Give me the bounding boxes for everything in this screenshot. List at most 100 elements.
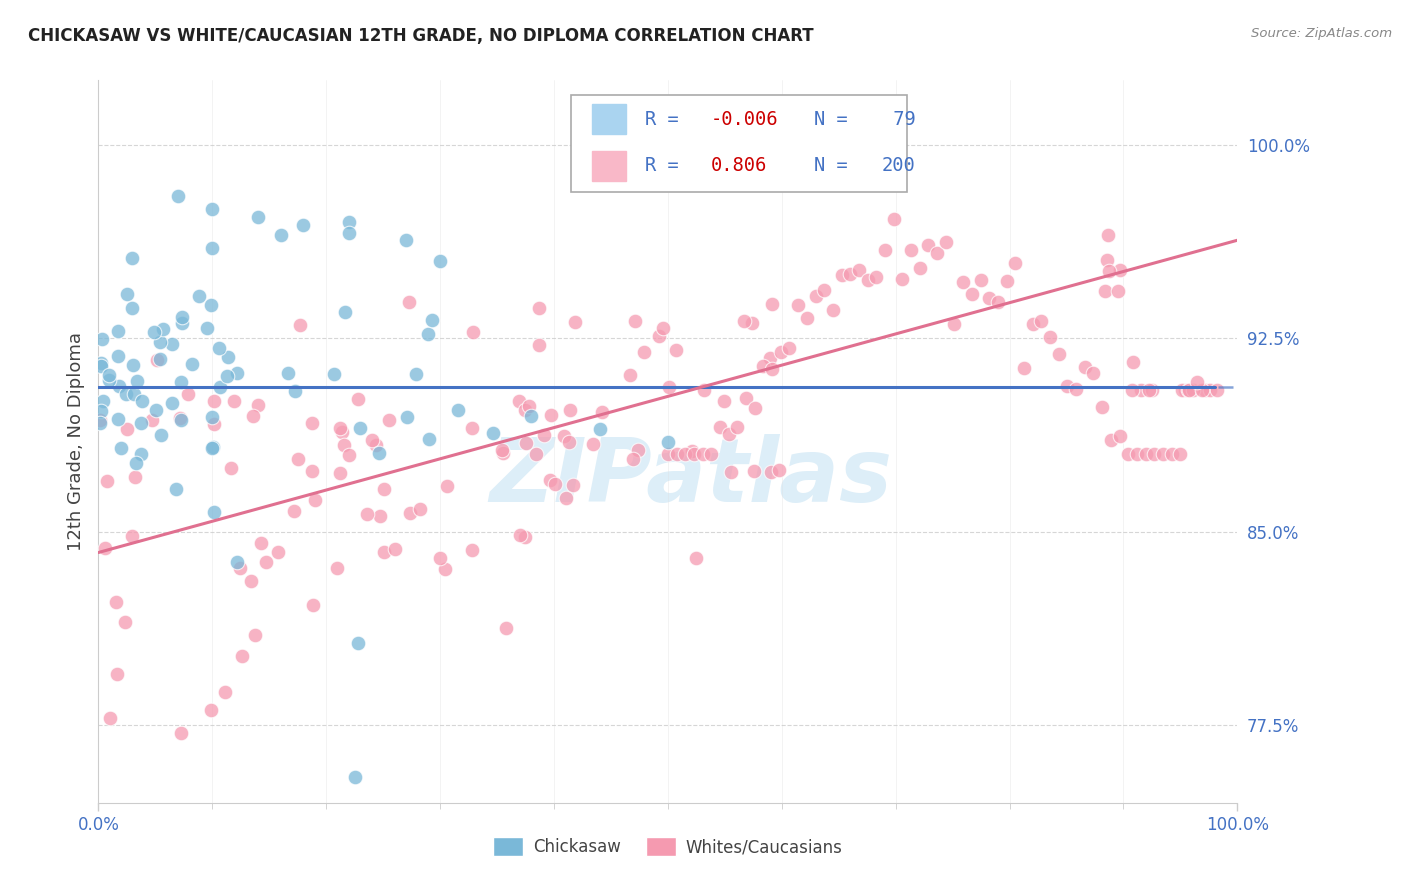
Point: [115, 287, 138, 301]
Point: [145, 402, 167, 417]
Point: [149, 351, 172, 366]
Point: [759, 351, 782, 365]
Point: [366, 438, 388, 452]
Point: [1187, 375, 1209, 389]
Point: [917, 238, 939, 252]
Point: [398, 295, 420, 310]
Point: [1097, 264, 1119, 278]
Point: [873, 243, 896, 257]
Point: [217, 351, 239, 365]
Point: [98, 711, 121, 725]
Point: [1143, 447, 1166, 461]
Point: [935, 235, 957, 250]
Point: [553, 429, 575, 443]
Point: [509, 528, 531, 542]
Point: [143, 325, 166, 339]
Point: [160, 337, 183, 351]
Point: [228, 561, 250, 575]
Point: [683, 447, 706, 461]
Point: [717, 426, 740, 441]
Point: [1121, 383, 1143, 397]
Point: [685, 550, 707, 565]
Point: [131, 394, 153, 409]
Point: [856, 273, 879, 287]
Point: [436, 478, 458, 492]
Point: [1099, 434, 1122, 448]
Point: [129, 417, 152, 431]
Point: [733, 313, 755, 327]
Point: [927, 246, 949, 260]
Text: Source: ZipAtlas.com: Source: ZipAtlas.com: [1251, 27, 1392, 40]
Point: [115, 386, 138, 401]
Text: -0.006: -0.006: [711, 110, 779, 128]
Point: [741, 316, 763, 330]
Point: [1160, 447, 1182, 461]
Point: [202, 440, 225, 454]
Point: [94, 541, 117, 555]
Point: [396, 409, 419, 424]
Text: N =: N =: [814, 110, 859, 128]
Point: [513, 402, 536, 417]
Point: [209, 379, 232, 393]
Point: [1142, 383, 1164, 397]
Point: [201, 241, 224, 255]
Point: [491, 443, 513, 458]
Point: [759, 465, 782, 479]
Text: R =: R =: [645, 110, 690, 128]
Point: [558, 434, 581, 449]
Point: [398, 506, 420, 520]
Point: [713, 393, 735, 408]
Point: [160, 395, 183, 409]
Point: [558, 403, 581, 417]
Point: [107, 325, 129, 339]
Point: [648, 329, 671, 343]
Point: [761, 297, 783, 311]
Point: [169, 411, 191, 425]
Point: [1107, 284, 1129, 298]
Point: [564, 316, 586, 330]
Point: [1170, 447, 1192, 461]
Point: [360, 433, 382, 447]
Point: [226, 366, 249, 380]
Point: [395, 233, 418, 247]
Point: [681, 443, 703, 458]
Point: [90, 356, 112, 370]
Point: [624, 313, 647, 327]
Point: [831, 268, 853, 282]
Point: [1178, 383, 1201, 397]
Point: [329, 466, 352, 480]
Point: [821, 302, 844, 317]
Point: [266, 545, 288, 559]
Point: [122, 358, 145, 372]
Point: [969, 273, 991, 287]
Point: [332, 438, 354, 452]
Point: [429, 551, 451, 566]
Text: 79: 79: [882, 110, 915, 128]
Point: [201, 202, 224, 217]
Point: [110, 441, 132, 455]
Point: [105, 595, 128, 609]
Point: [283, 504, 305, 518]
Point: [125, 456, 148, 470]
Point: [720, 465, 742, 479]
Point: [735, 391, 758, 405]
Point: [520, 409, 543, 423]
Point: [1152, 447, 1174, 461]
Point: [627, 442, 650, 457]
Point: [588, 422, 610, 436]
Point: [1199, 383, 1222, 397]
Point: [461, 421, 484, 435]
Point: [114, 615, 136, 630]
Point: [152, 322, 174, 336]
Point: [657, 447, 679, 461]
Point: [250, 536, 273, 550]
Point: [349, 421, 371, 435]
Point: [1122, 355, 1144, 369]
Point: [202, 417, 225, 431]
Point: [1130, 383, 1153, 397]
Point: [326, 561, 349, 575]
Point: [170, 413, 193, 427]
Point: [652, 321, 675, 335]
Point: [195, 321, 218, 335]
Point: [1194, 383, 1216, 397]
